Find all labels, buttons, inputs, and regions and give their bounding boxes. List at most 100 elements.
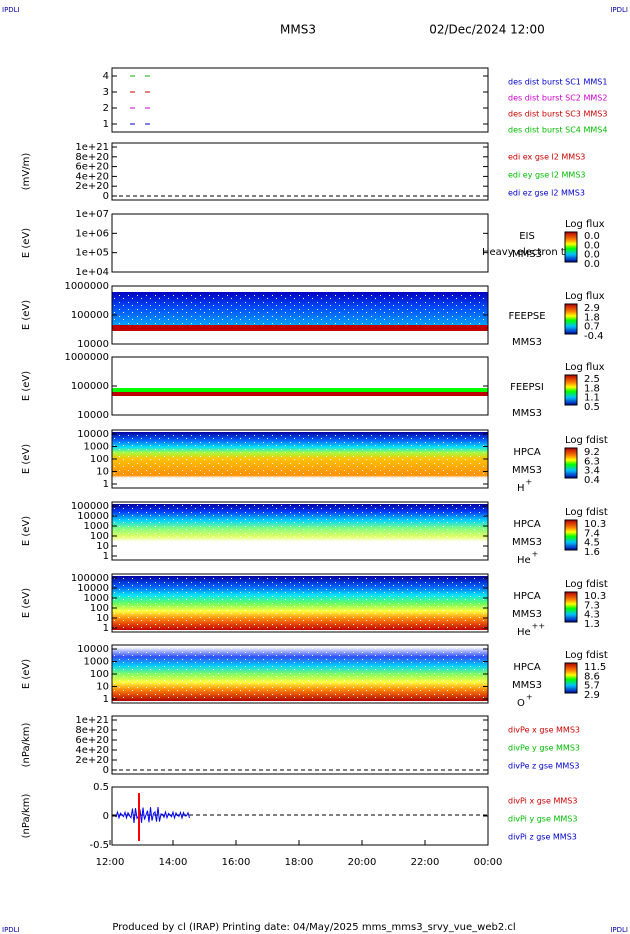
corner-label: IPDLI: [610, 926, 628, 934]
colorbar-label: 7.3: [584, 600, 600, 611]
y-axis-label: E (eV): [21, 300, 32, 330]
panel-frame: [111, 573, 489, 633]
legend-entry: edi ey gse l2 MMS3: [508, 171, 586, 180]
y-axis-label: (nPa/km): [21, 794, 32, 839]
y-axis-label: (mV/m): [21, 153, 32, 191]
y-tick-label: 100000: [71, 573, 109, 584]
y-tick-label: 100000: [71, 310, 109, 321]
x-tick-label: 12:00: [96, 857, 125, 868]
y-tick-label: 1: [103, 623, 109, 634]
y-axis-label: (nPa/km): [21, 723, 32, 768]
y-tick-label: 8e+20: [75, 152, 109, 163]
instrument-label: HPCA: [513, 662, 541, 673]
date: 02/Dec/2024 12:00: [429, 23, 545, 37]
colorbar-label: 9.2: [584, 447, 600, 458]
x-tick-label: 14:00: [159, 857, 188, 868]
trace: [115, 806, 190, 824]
instrument-label: HPCA: [513, 519, 541, 530]
panel-frame: [111, 213, 489, 273]
y-tick-label: 1000000: [64, 281, 109, 292]
colorbar-title: Log fdist: [565, 435, 608, 446]
panel-frame: [111, 786, 489, 846]
instrument-label: HPCA: [513, 447, 541, 458]
colorbar-label: 1.8: [584, 383, 600, 394]
corner-label: IPDLI: [610, 6, 628, 14]
y-tick-label: 100000: [71, 501, 109, 512]
spectrogram: [112, 292, 488, 325]
y-tick-label: 3: [103, 87, 109, 98]
spectrogram: [112, 325, 488, 331]
y-tick-label: 10000: [77, 339, 109, 350]
legend-entry: des dist burst SC4 MMS4: [508, 126, 607, 135]
colorbar-label: 2.9: [584, 690, 600, 701]
instrument-label: EIS: [519, 231, 535, 242]
x-tick-label: 16:00: [222, 857, 251, 868]
x-tick-label: 18:00: [285, 857, 314, 868]
panel-frame: [111, 142, 489, 201]
panel-frame: [111, 356, 489, 416]
y-tick-label: 1e+07: [75, 209, 109, 220]
y-tick-label: 100: [90, 531, 109, 542]
instrument-label: FEEPSI: [510, 382, 544, 393]
y-tick-label: 1e+05: [75, 248, 109, 259]
colorbar-label: 0.0: [584, 250, 600, 261]
y-tick-label: 0: [103, 765, 109, 776]
y-axis-label: E (eV): [21, 444, 32, 474]
colorbar-label: 0.0: [584, 240, 600, 251]
y-tick-label: 1e+21: [75, 142, 109, 153]
y-tick-label: 1000: [84, 442, 109, 453]
y-tick-label: 6e+20: [75, 162, 109, 173]
colorbar-label: 0.0: [584, 259, 600, 270]
y-axis-label: E (eV): [21, 659, 32, 689]
spectrogram: [112, 647, 488, 701]
instrument-label: MMS3: [512, 408, 542, 419]
spectrogram: [112, 388, 488, 392]
colorbar: [564, 231, 578, 263]
species: He: [517, 555, 531, 566]
colorbar-label: 4.5: [584, 538, 600, 549]
colorbar: [564, 303, 578, 335]
colorbar-label: 3.4: [584, 466, 600, 477]
colorbar-label: 0.7: [584, 322, 600, 333]
colorbar-title: Log fdist: [565, 507, 608, 518]
y-tick-label: 1000: [84, 521, 109, 532]
legend-entry: divPi z gse MMS3: [508, 833, 577, 842]
colorbar-label: 7.4: [584, 528, 600, 539]
colorbar-label: 1.6: [584, 547, 600, 558]
colorbar-label: 5.7: [584, 681, 600, 692]
colorbar-label: 4.3: [584, 610, 600, 621]
colorbar-title: Log flux: [565, 219, 605, 230]
colorbar-label: 6.3: [584, 456, 600, 467]
corner-label: IPDLI: [2, 926, 20, 934]
panel-frame: [111, 715, 489, 775]
y-tick-label: 4e+20: [75, 171, 109, 182]
y-tick-label: 6e+20: [75, 735, 109, 746]
colorbar-title: Log fdist: [565, 579, 608, 590]
y-tick-label: 0: [103, 811, 109, 822]
instrument-label: MMS3: [512, 337, 542, 348]
species-charge: ++: [532, 622, 545, 631]
y-tick-label: 100000: [71, 381, 109, 392]
y-tick-label: 0.5: [93, 782, 109, 793]
x-tick-label: 00:00: [474, 857, 503, 868]
y-axis-label: E (eV): [21, 516, 32, 546]
species-charge: +: [532, 550, 539, 559]
title: MMS3: [280, 23, 316, 37]
spectrogram: [112, 432, 488, 486]
y-tick-label: 4: [103, 71, 109, 82]
colorbar-label: 1.1: [584, 393, 600, 404]
y-tick-label: 0: [103, 191, 109, 202]
instrument-label: MMS3: [512, 609, 542, 620]
y-tick-label: -0.5: [89, 840, 109, 851]
colorbar: [564, 591, 578, 623]
panel-frame: [111, 67, 489, 133]
colorbar-label: 10.3: [584, 591, 606, 602]
y-tick-label: 10000: [77, 410, 109, 421]
legend-entry: edi ez gse l2 MMS3: [508, 189, 585, 198]
y-tick-label: 8e+20: [75, 725, 109, 736]
y-tick-label: 1: [103, 479, 109, 490]
colorbar-label: 1.8: [584, 312, 600, 323]
y-axis-label: E (eV): [21, 588, 32, 618]
y-tick-label: 10: [96, 682, 109, 693]
